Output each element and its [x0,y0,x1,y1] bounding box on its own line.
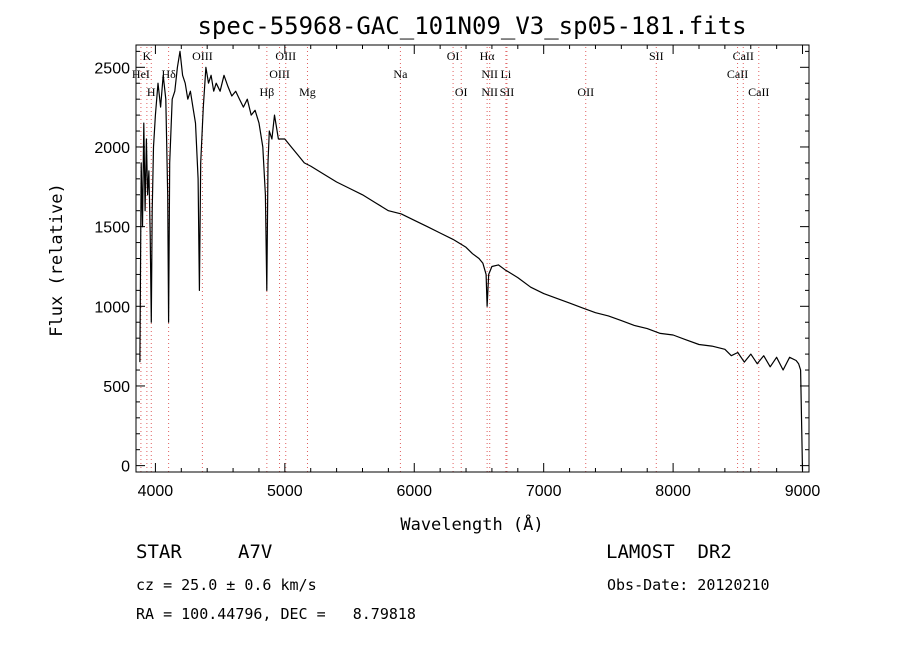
marker-label: OIII [192,49,213,63]
y-tick-label: 1000 [94,299,130,316]
spectrum-line [139,50,804,471]
object-subclass: A7V [238,541,273,563]
marker-label: CaII [733,49,754,63]
x-tick-label: 5000 [267,483,303,500]
marker-label: OIII [275,49,296,63]
marker-label: H [147,85,156,99]
x-tick-label: 7000 [526,483,562,500]
x-axis-label: Wavelength (Å) [400,513,543,535]
marker-label: SII [500,85,515,99]
marker-label: NII [481,67,498,81]
marker-label: OI [455,85,468,99]
marker-label: CaII [727,67,748,81]
redshift-info: cz = 25.0 ± 0.6 km/s [136,576,317,594]
y-tick-label: 1500 [94,220,130,237]
marker-label: NII [481,85,498,99]
observation-date: Obs-Date: 20120210 [607,576,770,594]
marker-label: HeI [132,67,150,81]
y-tick-label: 2000 [94,140,130,157]
marker-label: Hβ [259,85,274,99]
marker-label: Li [501,67,512,81]
marker-label: SII [649,49,664,63]
x-tick-label: 4000 [138,483,174,500]
marker-label: OII [577,85,594,99]
marker-label: CaII [748,85,769,99]
coordinates-info: RA = 100.44796, DEC = 8.79818 [136,605,416,623]
x-tick-label: 6000 [396,483,432,500]
x-tick-label: 9000 [785,483,821,500]
survey-label: LAMOST DR2 [606,541,732,563]
x-tick-label: 8000 [655,483,691,500]
marker-label: OI [447,49,460,63]
y-tick-label: 2500 [94,60,130,77]
chart-title: spec-55968-GAC_101N09_V3_sp05-181.fits [197,12,746,40]
y-axis-label: Flux (relative) [47,183,67,337]
marker-label: Hα [480,49,496,63]
axis-ticks: 4000 5000 6000 7000 8000 9000 0 500 1000 1500 2000… [94,45,820,500]
marker-label: K [143,49,152,63]
marker-label: Mg [299,85,316,99]
plot-frame [135,44,810,473]
object-class: STAR [136,541,182,563]
marker-label: OIII [269,67,290,81]
marker-label: Hδ [161,67,176,81]
y-tick-label: 500 [103,379,130,396]
marker-label: Na [393,67,408,81]
spectrum-series [139,50,804,471]
y-tick-label: 0 [121,459,130,476]
